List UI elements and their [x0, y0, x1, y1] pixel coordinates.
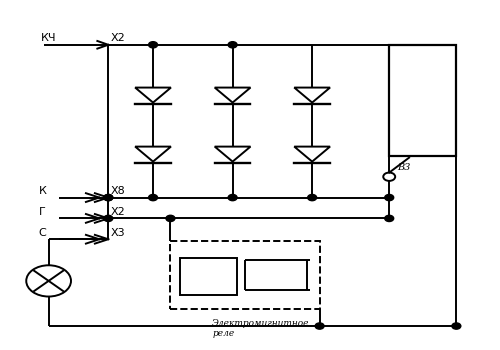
- Bar: [389, 45, 456, 156]
- Circle shape: [104, 195, 113, 201]
- Circle shape: [228, 195, 237, 201]
- Circle shape: [308, 195, 316, 201]
- Bar: [180, 258, 237, 295]
- Text: Х2: Х2: [111, 33, 126, 43]
- Text: Г: Г: [38, 206, 46, 217]
- Circle shape: [315, 323, 324, 329]
- Circle shape: [104, 215, 113, 222]
- Circle shape: [384, 195, 394, 201]
- Circle shape: [384, 215, 394, 222]
- Circle shape: [148, 42, 158, 48]
- Text: К: К: [38, 186, 46, 196]
- Circle shape: [104, 195, 113, 201]
- Text: Электромигнитное
реле: Электромигнитное реле: [212, 319, 310, 338]
- Circle shape: [228, 42, 237, 48]
- Circle shape: [148, 195, 158, 201]
- Circle shape: [166, 215, 175, 222]
- Text: Х2: Х2: [111, 206, 126, 217]
- Bar: [170, 241, 320, 309]
- Text: Х8: Х8: [111, 186, 126, 196]
- Text: Х3: Х3: [111, 228, 126, 238]
- Text: С: С: [38, 228, 46, 238]
- Text: В3: В3: [396, 162, 410, 172]
- Circle shape: [452, 323, 461, 329]
- Text: КЧ: КЧ: [41, 33, 56, 43]
